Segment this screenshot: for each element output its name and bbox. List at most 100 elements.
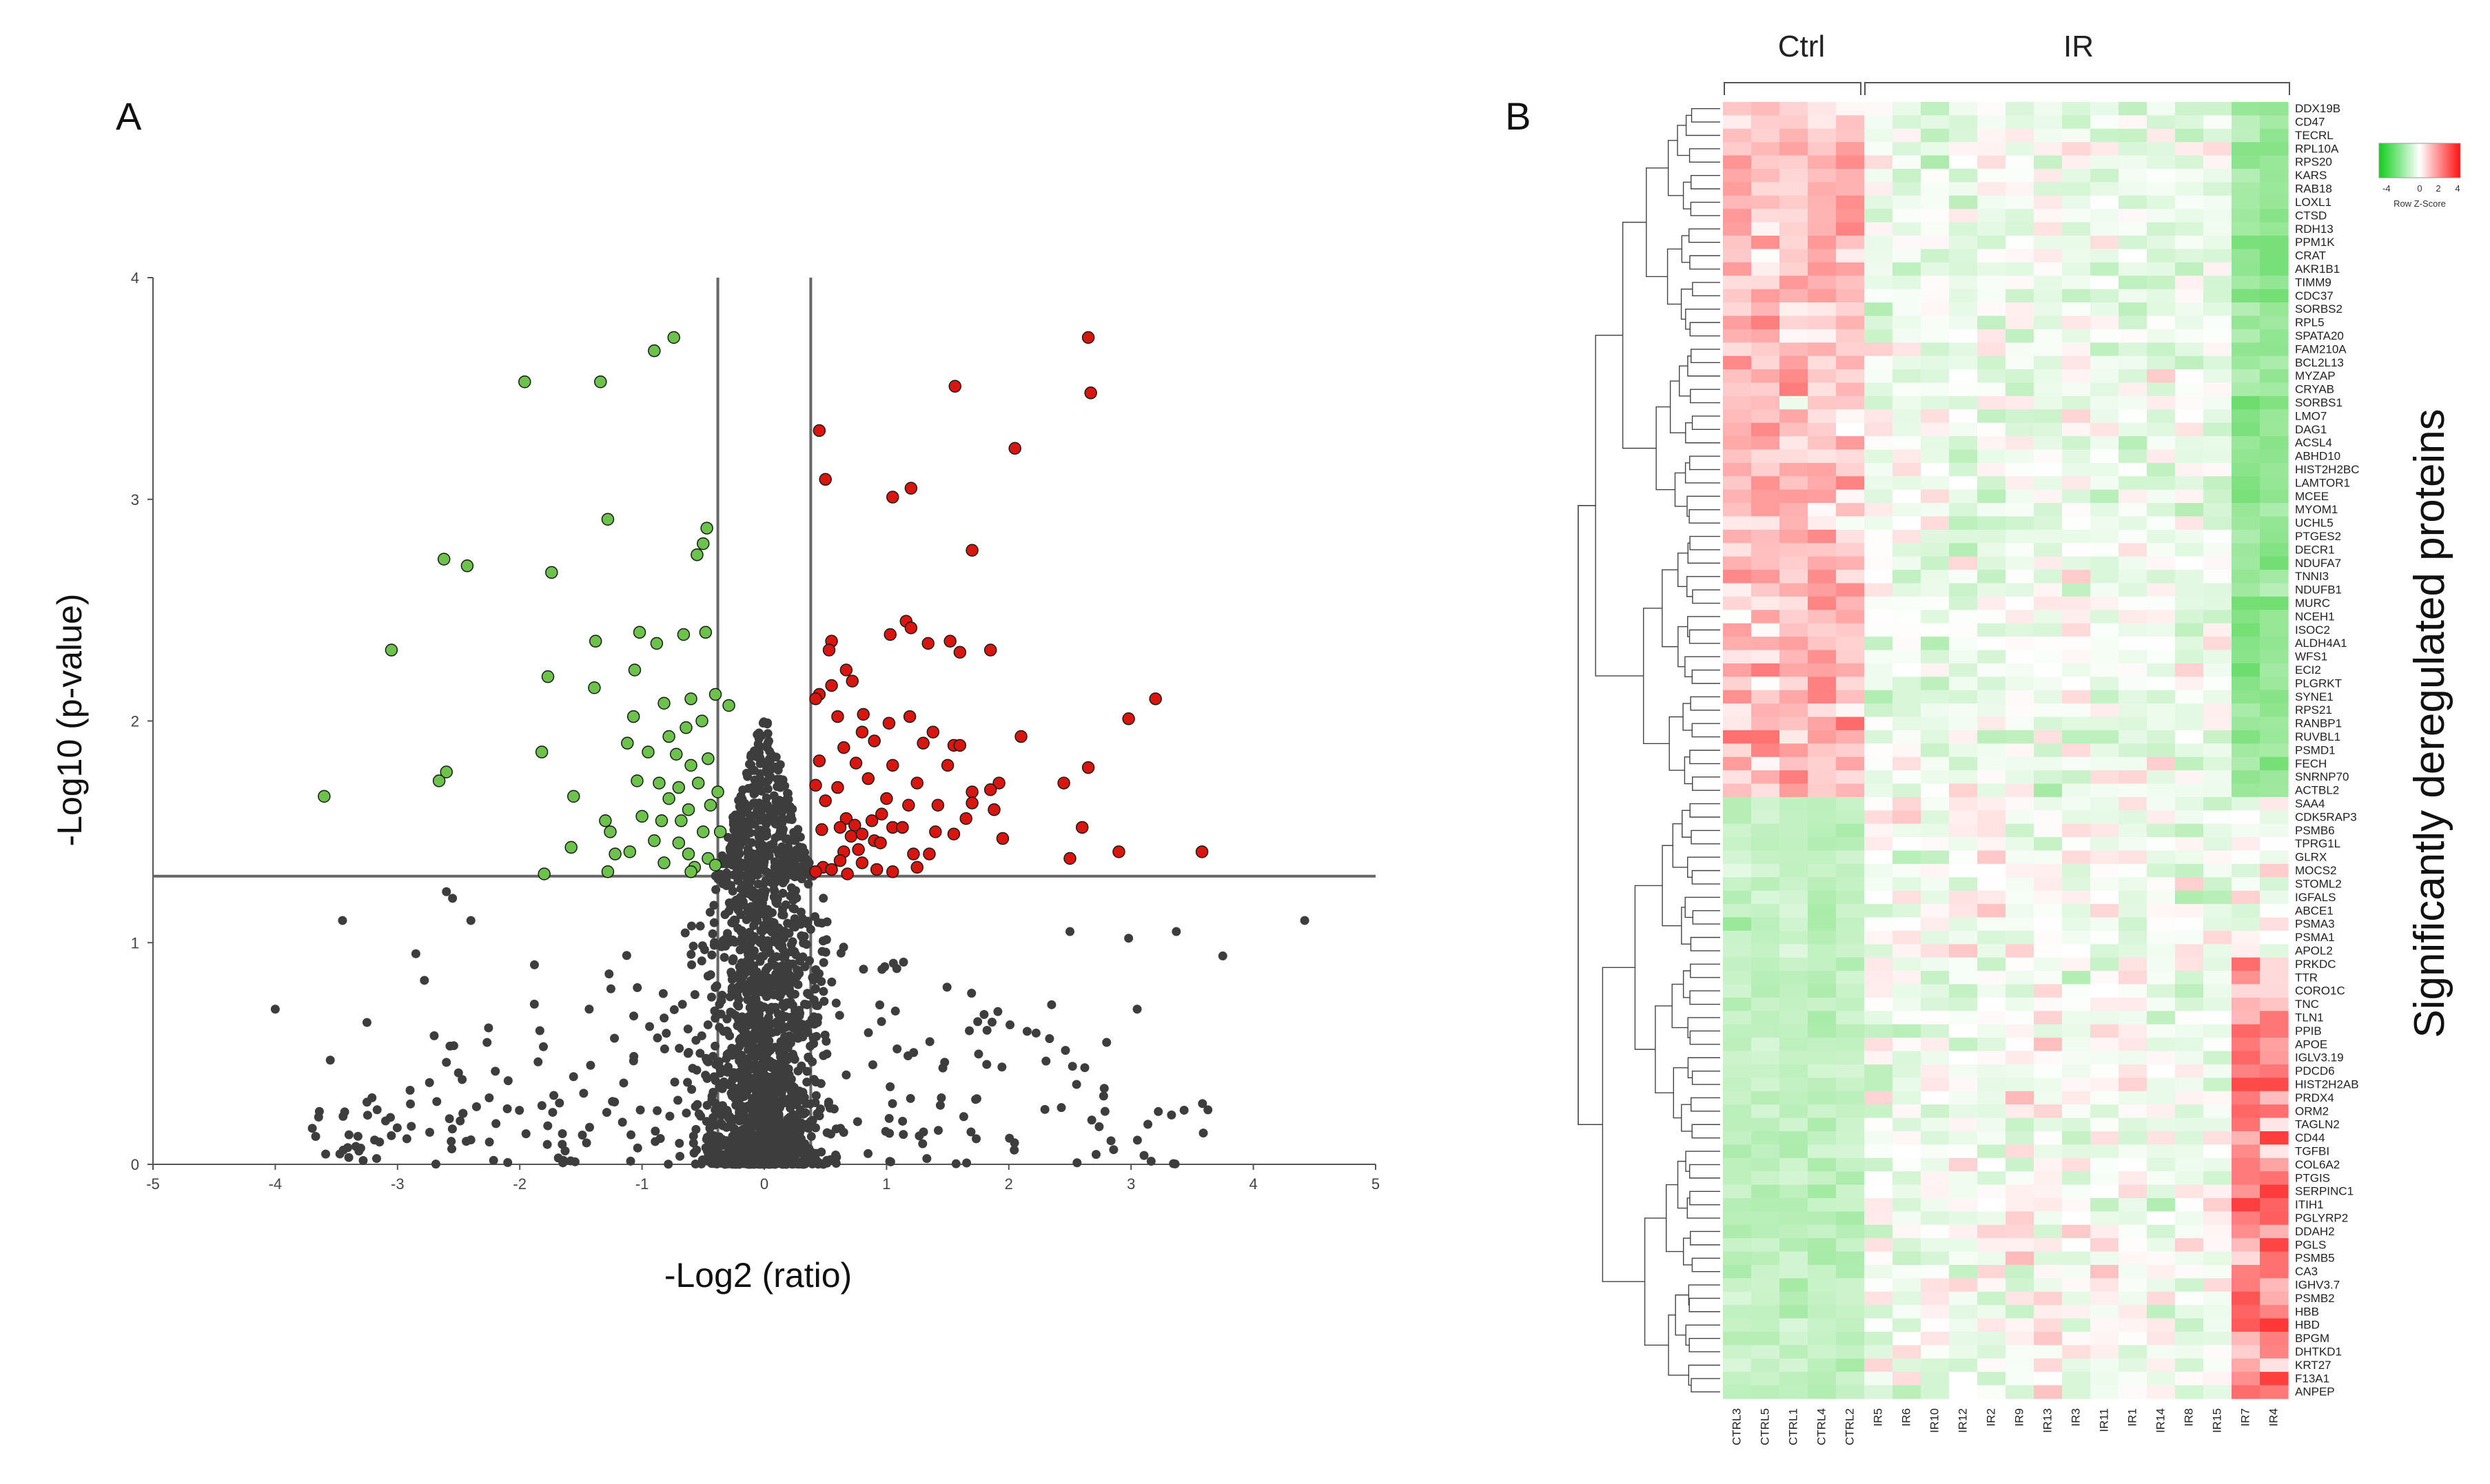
heatmap-cell	[2232, 395, 2261, 410]
heatmap-cell	[1779, 677, 1808, 691]
heatmap-cell	[1949, 462, 1978, 477]
heatmap-cell	[1949, 944, 1978, 958]
gene-labels: DDX19BCD47TECRLRPL10ARPS20KARSRAB18LOXL1…	[2295, 102, 2360, 1399]
heatmap-cell	[1977, 476, 2006, 491]
heatmap-cell	[2260, 556, 2289, 570]
gene-label: TGFBI	[2295, 1144, 2329, 1157]
heatmap-cell	[1779, 890, 1808, 905]
heatmap-cell	[2260, 1117, 2289, 1132]
down-regulated-point	[601, 513, 615, 526]
heatmap-cell	[2260, 690, 2289, 704]
heatmap-cell	[1836, 395, 1865, 410]
heatmap-cell	[2006, 556, 2034, 570]
heatmap-cell	[1751, 930, 1780, 945]
heatmap-cell	[1949, 1078, 1978, 1092]
heatmap-cell	[1977, 944, 2006, 958]
heatmap-cell	[1864, 276, 1893, 290]
gene-label: GLRX	[2295, 851, 2327, 864]
heatmap-cell	[2090, 1238, 2119, 1253]
heatmap-cell	[2260, 1144, 2289, 1159]
heatmap-cell	[2034, 1211, 2063, 1226]
heatmap-cell	[2175, 1305, 2204, 1319]
heatmap-cell	[2147, 1117, 2176, 1132]
heatmap-cell	[2034, 1305, 2063, 1319]
ns-point	[558, 1129, 567, 1138]
heatmap-cell	[2034, 1238, 2063, 1253]
heatmap-cell	[2175, 743, 2204, 758]
heatmap-cell	[2062, 663, 2091, 677]
heatmap-cell	[1949, 1184, 1978, 1199]
up-regulated-point	[825, 679, 838, 692]
heatmap-cell	[2147, 382, 2176, 397]
up-regulated-point	[947, 827, 961, 841]
heatmap-cell	[2006, 342, 2034, 357]
heatmap-cell	[2232, 971, 2261, 985]
heatmap-cell	[1921, 476, 1950, 491]
heatmap-cell	[1949, 677, 1978, 691]
heatmap-cell	[2203, 1251, 2232, 1266]
ns-point	[1198, 1129, 1208, 1138]
ns-point	[781, 834, 790, 844]
heatmap-cell	[1949, 863, 1978, 878]
heatmap-cell	[1836, 409, 1865, 424]
gene-label: DDX19B	[2295, 102, 2340, 115]
heatmap-cell	[1949, 637, 1978, 651]
ns-point	[775, 1075, 785, 1084]
heatmap-cell	[1751, 262, 1780, 276]
heatmap-cell	[1949, 823, 1978, 838]
ns-point	[818, 936, 828, 946]
dendrogram-branch	[1646, 167, 1668, 278]
heatmap-cell	[1779, 583, 1808, 597]
heatmap-cell	[1949, 1197, 1978, 1212]
heatmap-cell	[1921, 1345, 1950, 1359]
heatmap-cell	[1751, 1157, 1780, 1172]
ns-point	[688, 1131, 698, 1141]
heatmap-cell	[1892, 877, 1921, 892]
ns-point	[811, 1148, 821, 1158]
heatmap-cell	[2175, 1238, 2204, 1253]
gene-label: FECH	[2295, 757, 2327, 770]
ns-point	[741, 1141, 751, 1151]
down-regulated-point	[653, 776, 666, 790]
down-regulated-point	[599, 814, 612, 827]
heatmap-cell	[2260, 516, 2289, 530]
ns-point	[553, 1153, 563, 1163]
heatmap-cell	[2147, 1078, 2176, 1092]
heatmap-cell	[1723, 1144, 1752, 1159]
heatmap-cell	[2175, 863, 2204, 878]
ns-point	[402, 1134, 411, 1144]
heatmap-cell	[2232, 1305, 2261, 1319]
heatmap-cell	[2203, 342, 2232, 357]
heatmap-cell	[2175, 1117, 2204, 1132]
heatmap-cell	[1977, 1157, 2006, 1172]
heatmap-cell	[2006, 743, 2034, 758]
ns-point	[805, 956, 815, 965]
heatmap-cell	[2232, 155, 2261, 169]
heatmap-cell	[2203, 1305, 2232, 1319]
ns-point	[484, 1137, 494, 1147]
heatmap-cell	[1751, 195, 1780, 209]
heatmap-cell	[1751, 863, 1780, 878]
heatmap-cell	[2175, 1197, 2204, 1212]
heatmap-cell	[2232, 222, 2261, 236]
heatmap-cell	[2232, 1278, 2261, 1292]
heatmap-cell	[2260, 971, 2289, 985]
heatmap-cell	[1864, 355, 1893, 370]
heatmap-cell	[2119, 195, 2147, 209]
heatmap-cell	[1892, 329, 1921, 343]
heatmap-cell	[1779, 1011, 1808, 1025]
heatmap-cell	[2119, 556, 2147, 570]
heatmap-cell	[1864, 1264, 1893, 1279]
heatmap-cell	[1779, 155, 1808, 169]
heatmap-cell	[2232, 650, 2261, 664]
heatmap-cell	[2034, 516, 2063, 530]
heatmap-cell	[2090, 222, 2119, 236]
heatmap-cell	[2006, 195, 2034, 209]
heatmap-cell	[1864, 316, 1893, 330]
ns-point	[785, 1035, 795, 1044]
heatmap-cell	[1836, 1024, 1865, 1038]
ns-point	[778, 1098, 788, 1108]
heatmap-cell	[1808, 610, 1837, 624]
heatmap-cell	[1779, 342, 1808, 357]
heatmap-cell	[2175, 703, 2204, 718]
